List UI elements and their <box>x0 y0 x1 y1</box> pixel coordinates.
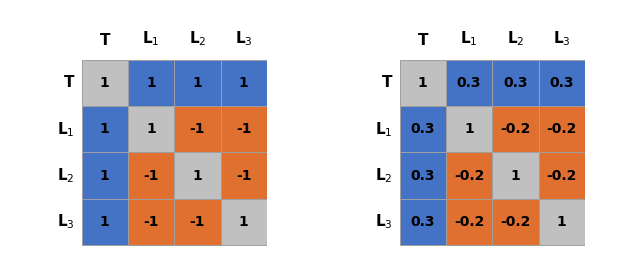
Text: L$_2$: L$_2$ <box>507 30 524 48</box>
Text: -1: -1 <box>143 169 159 182</box>
Text: T: T <box>99 33 110 48</box>
Text: T: T <box>382 75 392 90</box>
Text: -0.2: -0.2 <box>500 122 530 136</box>
Text: 0.3: 0.3 <box>550 76 574 90</box>
Bar <box>446 199 492 245</box>
Bar <box>174 152 221 199</box>
Text: L$_3$: L$_3$ <box>235 30 252 48</box>
Bar <box>539 199 585 245</box>
Bar <box>174 199 221 245</box>
Text: 0.3: 0.3 <box>410 215 435 229</box>
Bar <box>399 60 446 106</box>
Text: 1: 1 <box>557 215 567 229</box>
Bar <box>446 106 492 152</box>
Bar <box>81 106 128 152</box>
Text: L$_1$: L$_1$ <box>57 120 74 139</box>
Text: 1: 1 <box>100 76 109 90</box>
Bar <box>492 60 539 106</box>
Bar <box>221 199 267 245</box>
Bar <box>128 60 174 106</box>
Bar <box>174 106 221 152</box>
Bar <box>446 60 492 106</box>
Text: 1: 1 <box>418 76 427 90</box>
Text: T: T <box>417 33 428 48</box>
Text: -0.2: -0.2 <box>454 169 484 182</box>
Bar <box>81 152 128 199</box>
Text: 1: 1 <box>100 169 109 182</box>
Text: 1: 1 <box>193 76 202 90</box>
Text: -1: -1 <box>236 169 251 182</box>
Bar <box>128 106 174 152</box>
Text: 1: 1 <box>146 76 156 90</box>
Text: L$_1$: L$_1$ <box>460 30 478 48</box>
Bar <box>539 152 585 199</box>
Text: L$_1$: L$_1$ <box>142 30 160 48</box>
Text: 1: 1 <box>100 215 109 229</box>
Text: -1: -1 <box>143 215 159 229</box>
Bar <box>128 199 174 245</box>
Bar <box>399 106 446 152</box>
Bar <box>399 199 446 245</box>
Text: L$_3$: L$_3$ <box>57 213 74 231</box>
Bar <box>221 152 267 199</box>
Text: L$_1$: L$_1$ <box>375 120 392 139</box>
Text: -1: -1 <box>190 215 205 229</box>
Text: T: T <box>64 75 74 90</box>
Bar <box>492 106 539 152</box>
Bar <box>492 199 539 245</box>
Text: L$_3$: L$_3$ <box>375 213 392 231</box>
Bar <box>492 152 539 199</box>
Bar <box>539 60 585 106</box>
Text: 1: 1 <box>146 122 156 136</box>
Text: 0.3: 0.3 <box>410 169 435 182</box>
Bar <box>446 152 492 199</box>
Bar <box>81 60 128 106</box>
Text: 1: 1 <box>239 215 249 229</box>
Text: 0.3: 0.3 <box>457 76 481 90</box>
Bar <box>81 199 128 245</box>
Text: L$_2$: L$_2$ <box>375 166 392 185</box>
Text: 0.3: 0.3 <box>410 122 435 136</box>
Text: 1: 1 <box>100 122 109 136</box>
Bar <box>221 60 267 106</box>
Text: 1: 1 <box>239 76 249 90</box>
Text: 1: 1 <box>193 169 202 182</box>
Text: -0.2: -0.2 <box>454 215 484 229</box>
Text: 1: 1 <box>511 169 520 182</box>
Text: -1: -1 <box>190 122 205 136</box>
Text: -1: -1 <box>236 122 251 136</box>
Bar <box>221 106 267 152</box>
Bar <box>128 152 174 199</box>
Bar <box>539 106 585 152</box>
Text: 0.3: 0.3 <box>503 76 528 90</box>
Bar <box>174 60 221 106</box>
Text: -0.2: -0.2 <box>500 215 530 229</box>
Text: L$_2$: L$_2$ <box>189 30 206 48</box>
Text: 1: 1 <box>464 122 474 136</box>
Text: -0.2: -0.2 <box>546 122 577 136</box>
Text: L$_3$: L$_3$ <box>553 30 570 48</box>
Text: L$_2$: L$_2$ <box>57 166 74 185</box>
Text: -0.2: -0.2 <box>546 169 577 182</box>
Bar <box>399 152 446 199</box>
